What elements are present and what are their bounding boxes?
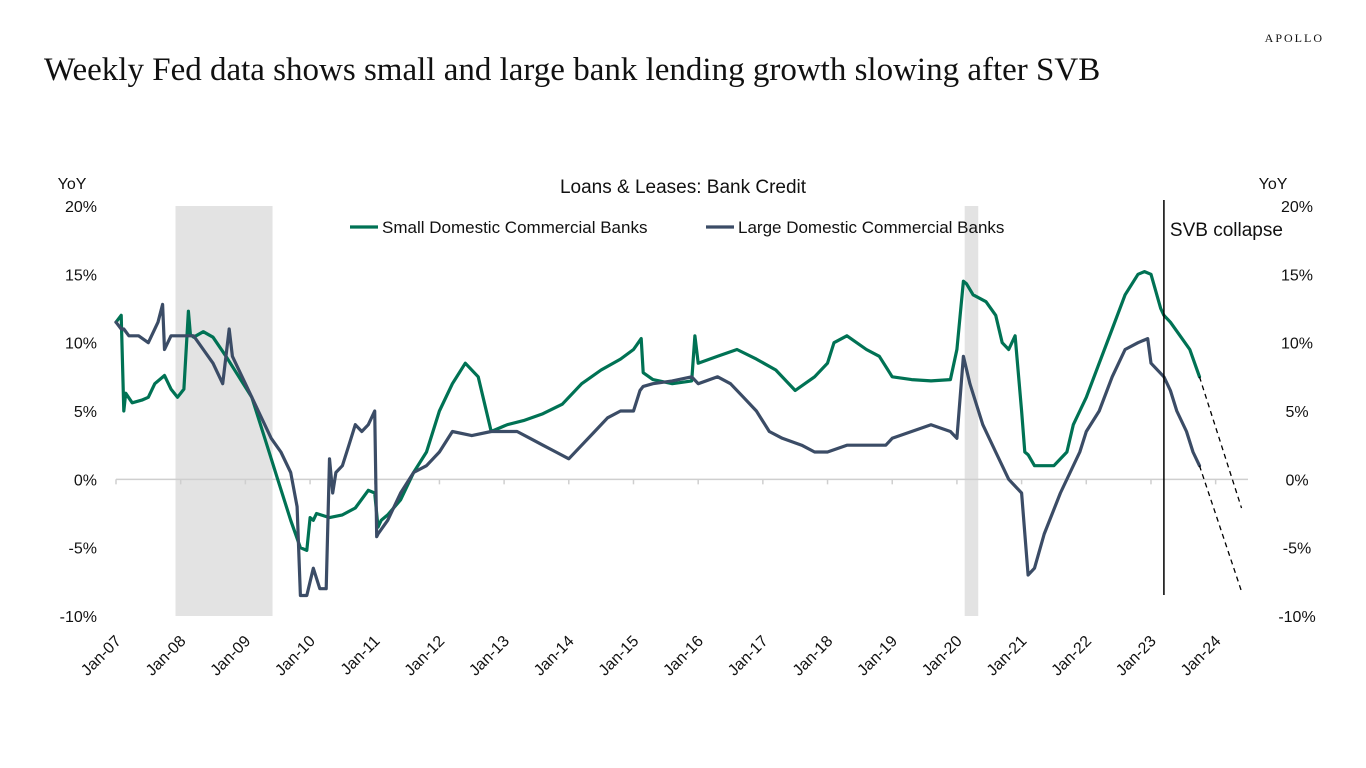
x-tick-label: Jan-23 [1113,633,1160,680]
x-tick-label: Jan-20 [919,633,966,680]
y-tick-label-right: 15% [1281,267,1313,284]
x-tick-label: Jan-22 [1049,633,1096,680]
y-axis-label-left: YoY [58,176,87,193]
x-tick-label: Jan-24 [1178,633,1225,680]
x-tick-label: Jan-16 [660,633,707,680]
y-tick-label-left: 10% [65,336,97,353]
y-tick-label-right: -10% [1278,609,1315,626]
x-tick-label: Jan-07 [78,633,125,680]
x-tick-label: Jan-15 [596,633,643,680]
y-tick-label-left: 20% [65,199,97,216]
y-tick-label-left: 15% [65,267,97,284]
x-tick-label: Jan-19 [854,633,901,680]
y-tick-label-right: 0% [1285,472,1308,489]
page-title: Weekly Fed data shows small and large ba… [44,52,1101,88]
legend-label-large-banks: Large Domestic Commercial Banks [738,218,1004,237]
x-tick-label: Jan-17 [725,633,772,680]
y-tick-label-right: 10% [1281,336,1313,353]
x-tick-label: Jan-14 [531,633,578,680]
y-tick-label-left: 5% [74,404,97,421]
x-tick-label: Jan-08 [143,633,190,680]
y-tick-label-left: -5% [69,541,97,558]
series-line-small-banks [114,270,1202,553]
x-tick-label: Jan-09 [208,633,255,680]
series-line-large-banks-projection [1198,465,1243,592]
y-tick-label-left: 0% [74,472,97,489]
chart-title: Loans & Leases: Bank Credit [560,177,807,198]
x-tick-label: Jan-11 [338,633,384,679]
y-tick-label-right: -5% [1283,541,1311,558]
x-tick-label: Jan-21 [984,633,1031,680]
x-tick-label: Jan-12 [402,633,449,680]
x-tick-label: Jan-13 [466,633,513,680]
y-axis-label-right: YoY [1259,176,1288,193]
series-line-large-banks [114,302,1202,598]
x-tick-label: Jan-18 [790,633,837,680]
series-line-small-banks-projection [1198,376,1243,509]
y-tick-label-right: 20% [1281,199,1313,216]
y-tick-label-right: 5% [1285,404,1308,421]
legend-label-small-banks: Small Domestic Commercial Banks [382,218,647,237]
svb-collapse-label: SVB collapse [1170,220,1283,241]
recession-band-2 [964,206,979,616]
y-tick-label-left: -10% [60,609,97,626]
apollo-brand-logo: APOLLO [1264,31,1324,45]
x-tick-label: Jan-10 [272,633,319,680]
